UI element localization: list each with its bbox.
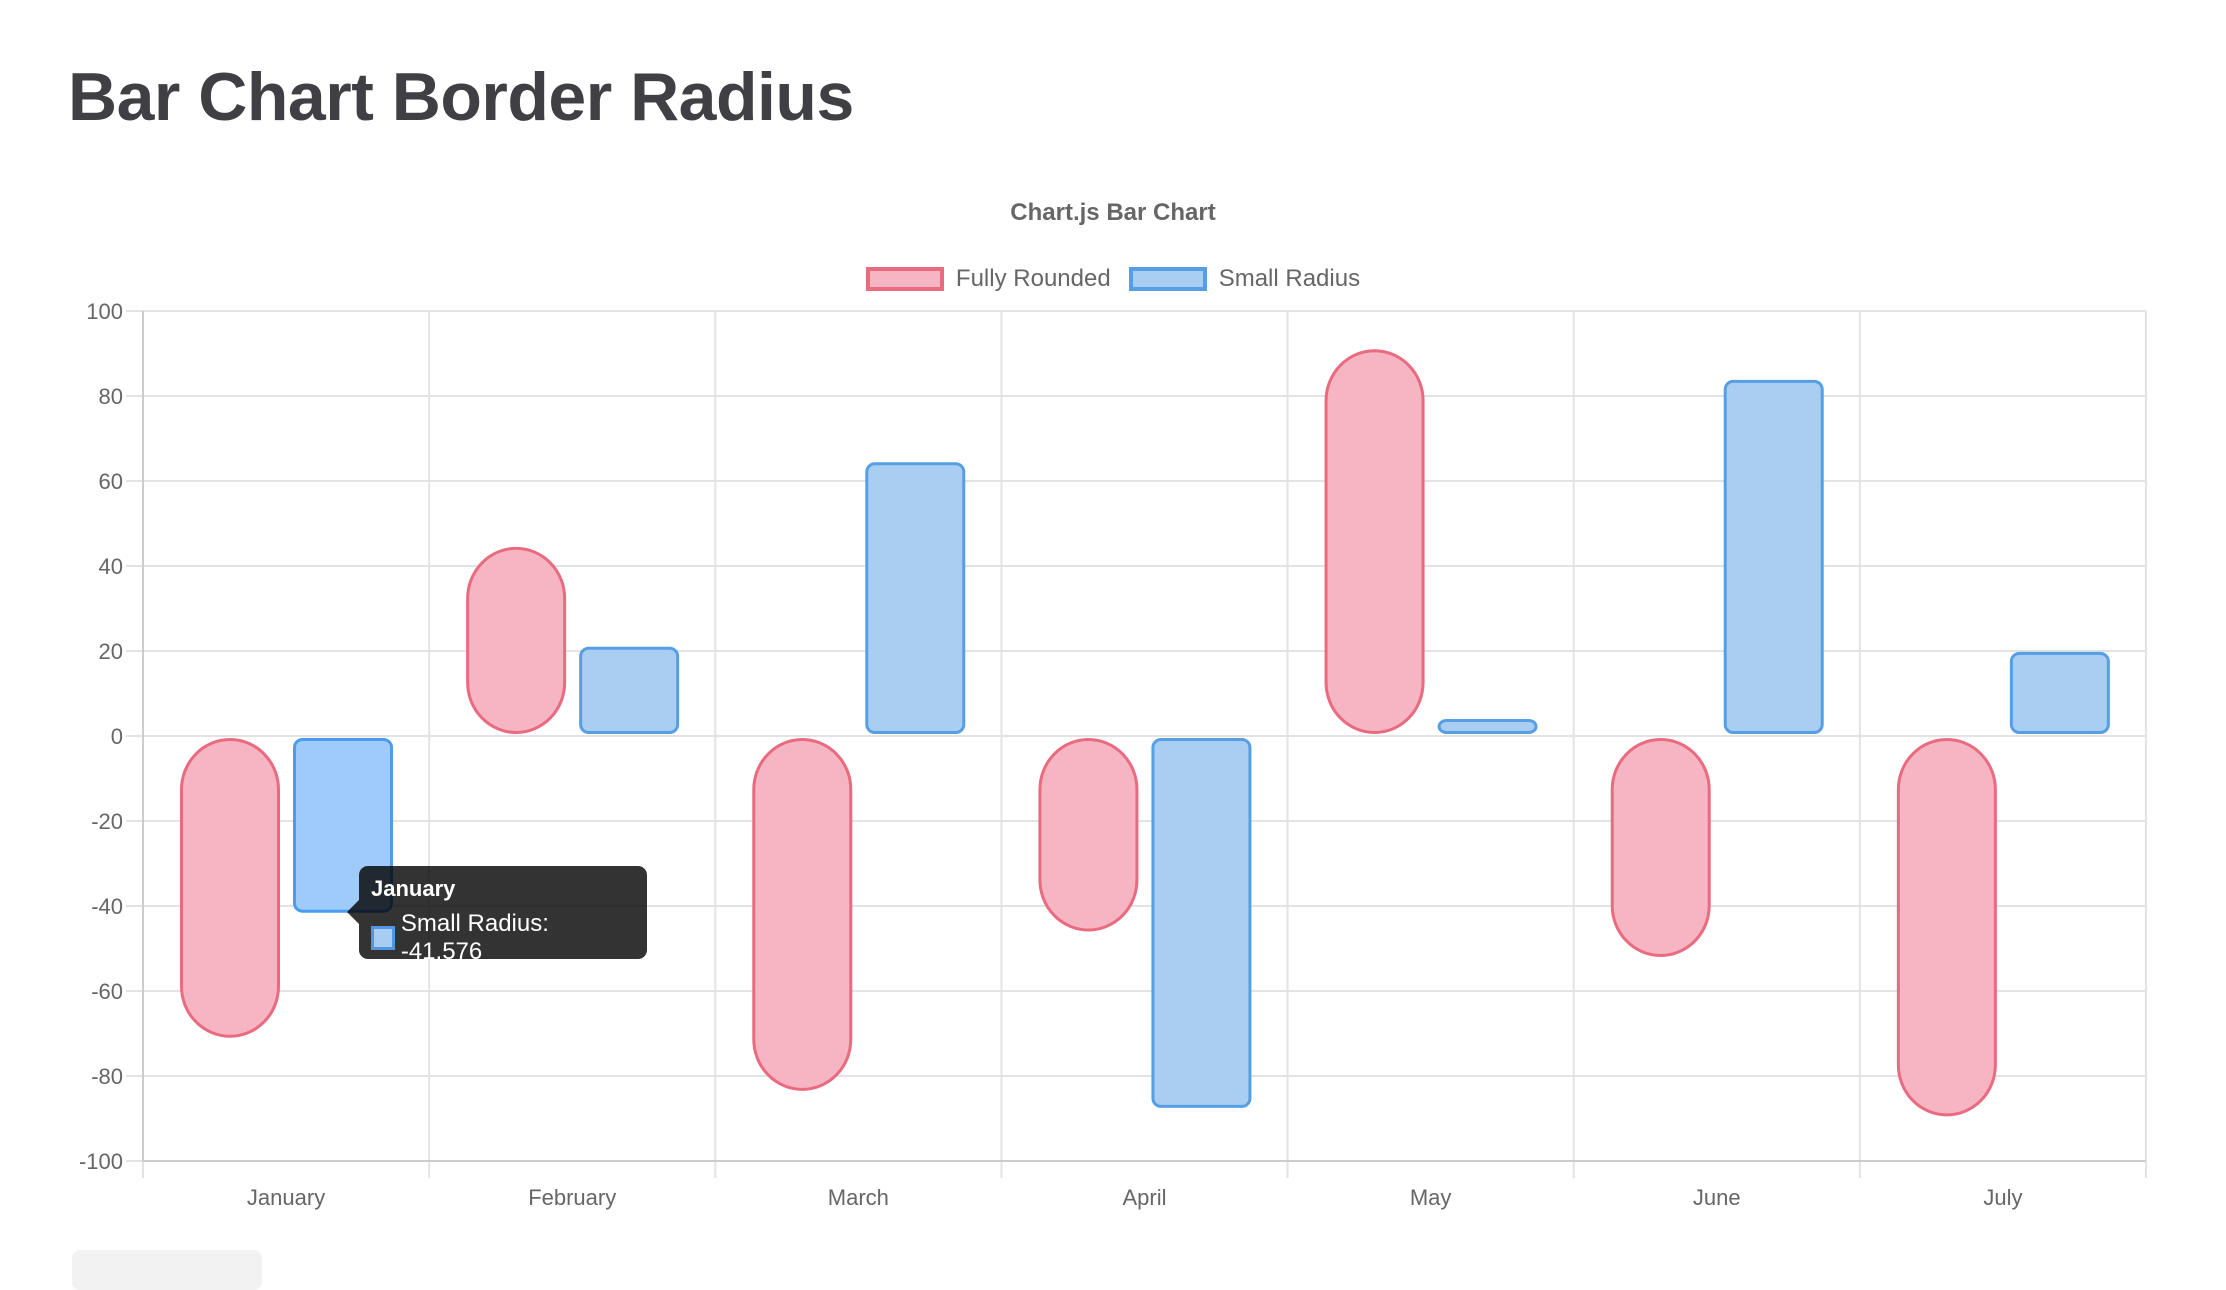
bar-small-radius-april[interactable] xyxy=(1151,738,1252,1108)
y-tick-label: 0 xyxy=(111,724,123,749)
tooltip-body: Small Radius: -41.576 xyxy=(371,910,635,966)
y-tick-label: 60 xyxy=(99,469,123,494)
legend-label: Small Radius xyxy=(1218,265,1361,292)
y-tick-label: -20 xyxy=(91,809,123,834)
bar-fully-rounded-may[interactable] xyxy=(1324,349,1425,734)
chart-title: Chart.js Bar Chart xyxy=(1010,199,1216,226)
chart-tooltip: January Small Radius: -41.576 xyxy=(359,866,647,965)
y-tick-label: 100 xyxy=(86,299,123,324)
chart-legend: Fully Rounded Small Radius xyxy=(0,265,2226,293)
y-tick-label: -60 xyxy=(91,979,123,1004)
y-tick-label: -40 xyxy=(91,894,123,919)
x-tick-label: January xyxy=(247,1185,325,1210)
y-tick-label: 80 xyxy=(99,384,123,409)
y-tick-label: -80 xyxy=(91,1064,123,1089)
bar-fully-rounded-january[interactable] xyxy=(180,738,280,1038)
bar-small-radius-february[interactable] xyxy=(579,646,680,734)
bar-small-radius-june[interactable] xyxy=(1723,379,1824,734)
legend-swatch-small-radius xyxy=(1128,267,1207,291)
y-tick-label: 20 xyxy=(99,639,123,664)
x-tick-label: April xyxy=(1122,1185,1166,1210)
bar-chart-canvas[interactable]: 100 80 60 40 20 0 -20 -40 -60 -80 -100 January Febr… xyxy=(0,0,2226,1252)
y-tick-label: 40 xyxy=(99,554,123,579)
tooltip-title: January xyxy=(371,876,456,901)
x-tick-label: June xyxy=(1693,1185,1741,1210)
y-tick-label: -100 xyxy=(79,1149,123,1174)
bar-fully-rounded-february[interactable] xyxy=(466,546,567,734)
x-tick-label: July xyxy=(1983,1185,2022,1210)
x-tick-label: May xyxy=(1410,1185,1452,1210)
bottom-button[interactable] xyxy=(72,1250,262,1290)
legend-item-small-radius[interactable]: Small Radius xyxy=(1128,265,1361,293)
page-title: Bar Chart Border Radius xyxy=(68,59,854,135)
tooltip-color-swatch xyxy=(371,926,395,950)
bar-small-radius-may[interactable] xyxy=(1437,719,1538,734)
chart-bars xyxy=(180,349,2110,1117)
bar-fully-rounded-june[interactable] xyxy=(1610,738,1711,957)
chart-grid xyxy=(126,310,2147,1178)
chart-axes xyxy=(142,311,2146,1162)
bar-small-radius-march[interactable] xyxy=(865,462,966,734)
bar-fully-rounded-march[interactable] xyxy=(752,738,853,1091)
bar-fully-rounded-april[interactable] xyxy=(1038,738,1139,932)
bar-small-radius-july[interactable] xyxy=(2009,651,2110,734)
legend-label: Fully Rounded xyxy=(955,265,1111,292)
bar-fully-rounded-july[interactable] xyxy=(1896,738,1997,1117)
y-axis-labels: 100 80 60 40 20 0 -20 -40 -60 -80 -100 xyxy=(79,299,123,1174)
tooltip-caret xyxy=(347,900,359,924)
legend-item-fully-rounded[interactable]: Fully Rounded xyxy=(865,265,1111,293)
legend-swatch-fully-rounded xyxy=(865,267,944,291)
x-axis-labels: January February March April May June July xyxy=(247,1185,2023,1210)
tooltip-value: Small Radius: -41.576 xyxy=(400,910,549,965)
x-tick-label: February xyxy=(528,1185,616,1210)
x-tick-label: March xyxy=(828,1185,889,1210)
